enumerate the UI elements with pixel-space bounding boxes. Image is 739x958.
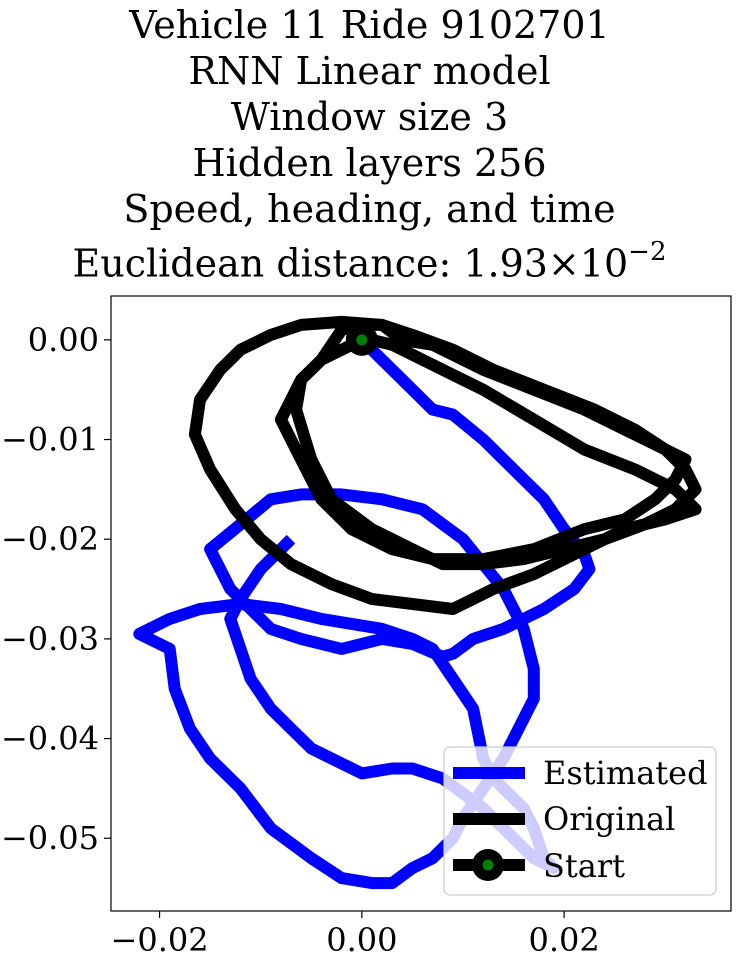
original-trajectory-line <box>188 315 702 615</box>
title-line-4: Hidden layers 256 <box>192 141 547 185</box>
y-tick-label: −0.01 <box>1 421 99 459</box>
title-line-5: Speed, heading, and time <box>123 187 616 231</box>
ticks-layer: −0.02 0.00 0.02 0.00 −0.01 −0.02 −0.03 −0.04 −0.… <box>1 321 600 958</box>
y-tick-label: −0.04 <box>1 720 99 758</box>
title-distance-prefix: Euclidean distance: 1.93 <box>72 241 548 286</box>
legend: Estimated Original Start <box>443 746 717 896</box>
title-line-6: Euclidean distance: 1.93×10−2 <box>0 232 739 287</box>
x-tick-label: −0.02 <box>111 921 209 958</box>
legend-box <box>443 746 717 896</box>
y-tick-label: −0.05 <box>1 819 99 857</box>
x-tick-label: 0.02 <box>528 921 599 958</box>
y-tick-label: −0.03 <box>1 620 99 658</box>
title-distance-times: × <box>547 241 580 286</box>
legend-original-label: Original <box>543 800 675 838</box>
x-tick-label: 0.00 <box>326 921 397 958</box>
title-line-1: Vehicle 11 Ride 9102701 <box>129 3 610 47</box>
title-line-2: RNN Linear model <box>188 49 551 93</box>
title-distance-exponent: −2 <box>628 237 667 267</box>
title-line-3: Window size 3 <box>230 95 509 139</box>
chart-title: Vehicle 11 Ride 9102701 RNN Linear model… <box>0 2 739 287</box>
y-tick-label: 0.00 <box>28 321 99 359</box>
legend-start-marker-center <box>482 859 494 871</box>
axes-frame <box>110 295 732 912</box>
title-distance-base: 10 <box>579 241 629 286</box>
legend-estimated-label: Estimated <box>543 754 708 792</box>
legend-start-label: Start <box>543 847 625 885</box>
y-tick-label: −0.02 <box>1 520 99 558</box>
start-point-marker-center <box>356 334 368 346</box>
